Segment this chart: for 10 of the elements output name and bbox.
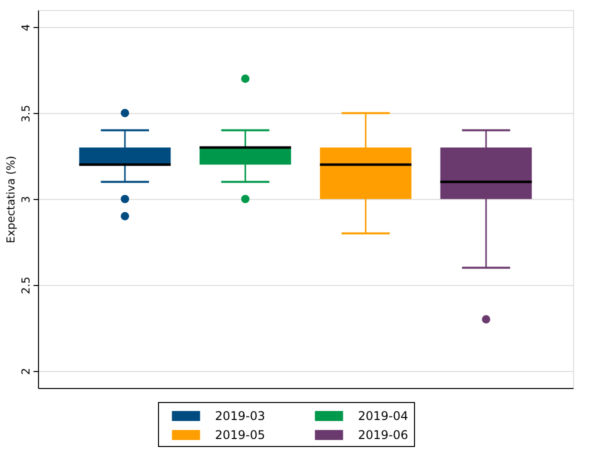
- legend-label: 2019-03: [215, 409, 266, 423]
- legend-label: 2019-05: [215, 428, 266, 442]
- legend-label: 2019-04: [358, 409, 408, 423]
- y-axis-title: Expectativa (%): [4, 156, 18, 244]
- legend-label: 2019-06: [358, 428, 408, 442]
- y-tick-label: 4: [20, 24, 32, 32]
- y-tick-label: 2: [20, 368, 32, 375]
- y-tick-label: 3: [20, 196, 32, 203]
- y-tick-label: 3.5: [20, 104, 32, 122]
- y-tick-label: 2.5: [20, 276, 32, 294]
